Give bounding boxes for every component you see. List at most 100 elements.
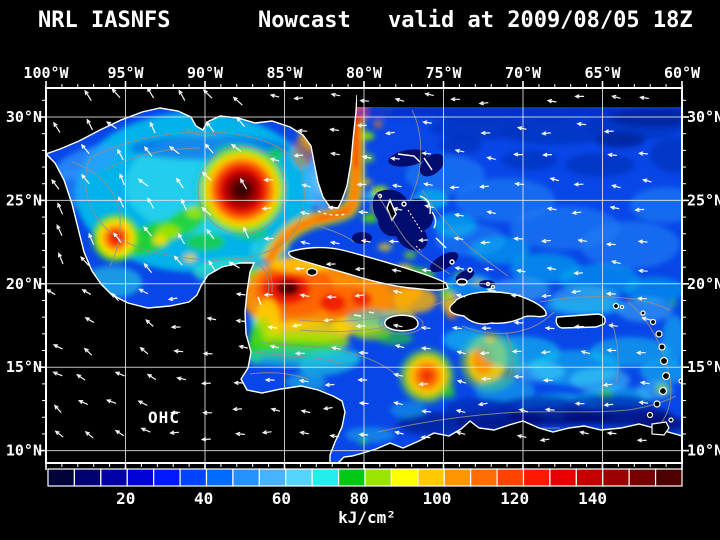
wind-arrow [455,409,466,414]
wind-arrow [603,402,614,407]
wind-arrow [322,406,333,411]
wind-arrow [300,409,311,414]
wind-arrow [450,97,461,102]
wind-arrow [263,177,274,182]
colorbar-segment [205,468,234,487]
wind-arrow [173,349,184,354]
title-model: NRL IASNFS [38,8,170,33]
wind-arrow [228,261,240,269]
wind-arrow [56,224,63,236]
colorbar-segment [100,468,128,487]
wind-arrow [146,373,157,381]
wind-arrow [603,129,614,134]
colorbar-unit-label: kJ/cm² [338,508,396,527]
wind-arrow [641,316,651,321]
wind-arrow [147,197,155,209]
wind-arrow [177,232,185,245]
lon-label: 85°W [266,64,303,82]
wind-arrow [479,351,490,356]
wind-arrow [299,293,310,298]
wind-arrow [170,410,180,415]
wind-arrow [417,238,428,243]
wind-arrow [456,350,466,355]
colorbar-tick-label: 100 [423,489,452,508]
wind-arrow [610,260,621,265]
wind-arrow [57,202,63,215]
wind-arrow [84,430,94,439]
lat-label-left: 15°N [6,358,42,376]
colorbar-segment [126,468,155,487]
wind-arrow [571,210,582,215]
wind-arrow [326,295,337,300]
wind-arrow [329,127,339,132]
wind-arrow [105,399,117,404]
land-mexico-central-america [46,153,346,463]
colorbar-segment [390,468,419,487]
wind-arrow [577,238,588,243]
wind-arrow [546,99,557,104]
wind-arrow [261,206,272,211]
wind-arrow [52,344,63,350]
colorbar-segment [602,468,630,487]
wind-arrow [637,268,648,273]
wind-arrow [606,431,617,436]
wind-arrow [230,143,242,152]
wind-arrow [637,296,647,301]
colorbar-segment [654,468,683,487]
wind-arrow [80,256,90,266]
wind-arrow [299,430,309,435]
wind-arrow [149,121,156,134]
wind-arrow [392,323,403,328]
lat-label-left: 30°N [6,108,42,126]
colorbar [47,468,683,487]
wind-arrow [573,182,584,187]
wind-arrow [544,326,555,331]
lat-label-right: 25°N [687,191,720,209]
title-valid-time: valid at 2009/08/05 18Z [388,8,693,33]
wind-arrow [394,97,405,102]
wind-arrow [294,351,305,356]
wind-arrow [204,143,214,154]
wind-arrow [515,268,526,273]
wind-arrow [392,289,403,294]
colorbar-segment [311,468,340,487]
wind-arrow [638,151,648,156]
wind-arrow [324,382,335,387]
wind-arrow [358,432,369,437]
colorbar-segment [522,468,551,487]
wind-arrow [53,121,61,133]
ohc-annotation: OHC [148,408,180,427]
wind-arrow [52,371,63,377]
wind-arrow [80,173,90,184]
wind-arrow [261,430,272,435]
wind-arrow [424,92,434,97]
lon-label: 100°W [23,64,69,82]
colorbar-tick-labels: 20 40 60 80 100 120 140 [116,489,607,508]
latitude-axis-labels-right: 30°N 25°N 20°N 15°N 10°N [687,108,720,460]
title-product: Nowcast [258,8,351,33]
wind-arrow [424,204,434,209]
lon-label: 65°W [584,64,621,82]
wind-arrow [232,96,243,106]
wind-arrow [235,318,246,323]
colorbar-segment [232,468,260,487]
wind-arrow [83,347,92,356]
wind-arrow [455,431,466,436]
lat-label-right: 15°N [687,358,720,376]
lat-label-right: 20°N [687,275,720,293]
wind-arrow [478,101,489,106]
wind-arrow [549,177,560,182]
wind-arrow [421,151,432,156]
wind-arrow [359,98,370,103]
lat-label-right: 30°N [687,108,720,126]
wind-arrow [201,206,212,216]
lon-label: 90°W [187,64,224,82]
lat-label-left: 20°N [6,275,42,293]
wind-arrow [638,400,649,405]
wind-arrow [84,89,92,101]
wind-arrow [111,88,121,98]
wind-arrow [264,377,275,382]
wind-arrow [423,182,433,187]
wind-arrow [516,126,527,131]
